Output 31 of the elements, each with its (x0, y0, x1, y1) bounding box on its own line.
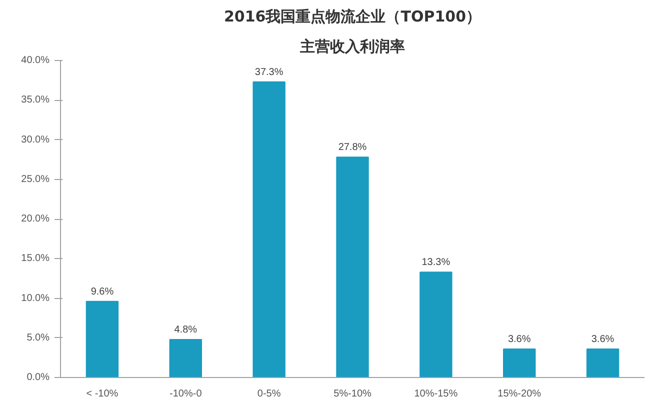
chart-title: 2016我国重点物流企业（TOP100） (224, 8, 482, 26)
x-tick-label: < -10% (86, 388, 118, 400)
y-tick-label: 20.0% (21, 214, 50, 224)
x-tick-label: 0-5% (257, 388, 281, 400)
x-tick-label: 15%-20% (498, 388, 542, 400)
y-tick-label: 40.0% (21, 55, 50, 66)
data-label: 4.8% (174, 324, 198, 336)
y-tick-label: 25.0% (21, 174, 50, 185)
bar (503, 348, 536, 378)
bar (252, 81, 286, 378)
x-tick-label: 10%-15% (414, 388, 458, 400)
data-label: 3.6% (508, 334, 531, 345)
bar (86, 300, 119, 378)
chart-subtitle: 主营收入利润率 (299, 38, 405, 56)
bar (420, 272, 452, 378)
y-tick-label: 35.0% (21, 94, 50, 106)
y-tick-label: 10.0% (21, 292, 50, 304)
bar (586, 348, 620, 378)
y-tick-label: 0.0% (26, 372, 50, 383)
data-label: 37.3% (254, 66, 284, 78)
x-tick-label: 5%-10% (334, 388, 372, 400)
data-label: 13.3% (422, 257, 450, 268)
bar (336, 156, 369, 378)
bar (169, 338, 202, 378)
y-tick-label: 5.0% (26, 332, 50, 344)
y-tick-label: 30.0% (21, 134, 50, 146)
y-tick-label: 15.0% (21, 253, 50, 264)
data-label: 9.6% (90, 286, 114, 298)
data-label: 27.8% (338, 142, 367, 154)
x-tick-label: -10%-0 (170, 388, 202, 400)
data-label: 3.6% (591, 334, 614, 345)
